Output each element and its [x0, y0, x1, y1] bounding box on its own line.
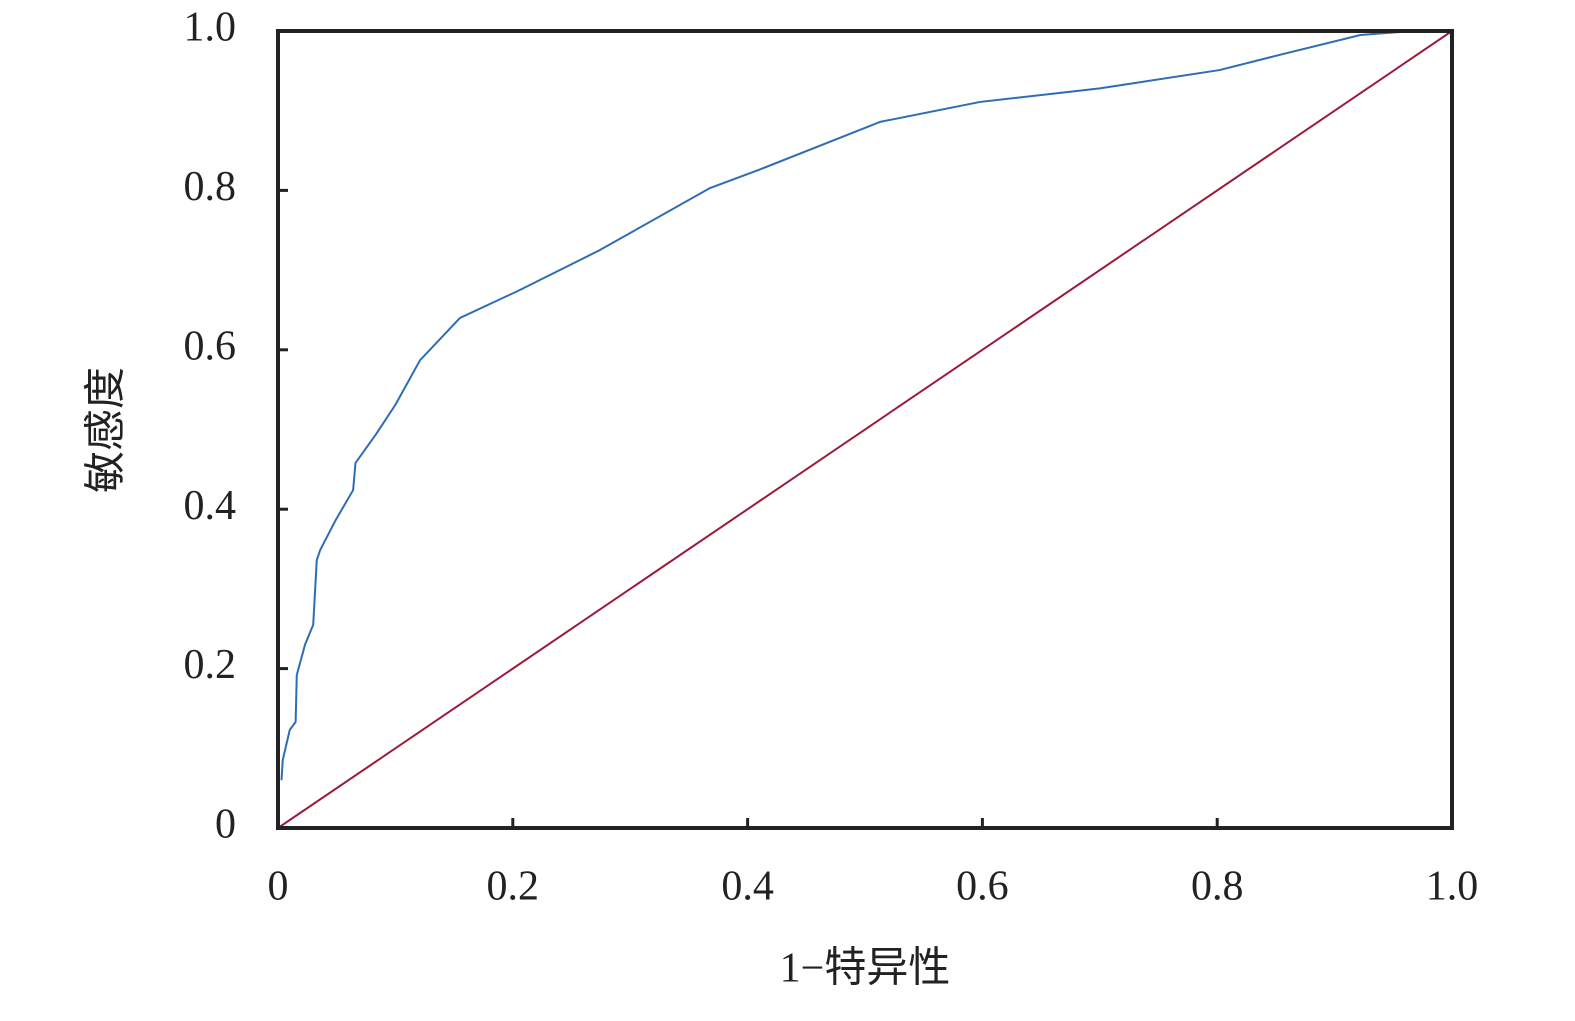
y-tick-label: 0	[215, 802, 236, 848]
y-tick-label: 0.4	[184, 483, 237, 529]
x-axis-label: 1−特异性	[780, 946, 951, 992]
x-tick-label: 1.0	[1426, 864, 1479, 910]
x-tick-label: 0.2	[487, 864, 540, 910]
line-series	[280, 30, 1403, 781]
y-axis-label: 敏感度	[84, 367, 130, 493]
y-tick-label: 0.2	[184, 642, 237, 688]
x-tick-label: 0.6	[956, 864, 1009, 910]
y-tick-label: 0.8	[184, 164, 237, 210]
y-tick-label: 0.6	[184, 323, 237, 369]
x-tick-label: 0.4	[721, 864, 774, 910]
y-tick-label: 1.0	[184, 5, 237, 51]
plot-frame	[276, 29, 1454, 830]
x-tick-label: 0.8	[1191, 864, 1244, 910]
x-tick-label: 0	[268, 864, 289, 910]
line-series	[277, 30, 1453, 829]
